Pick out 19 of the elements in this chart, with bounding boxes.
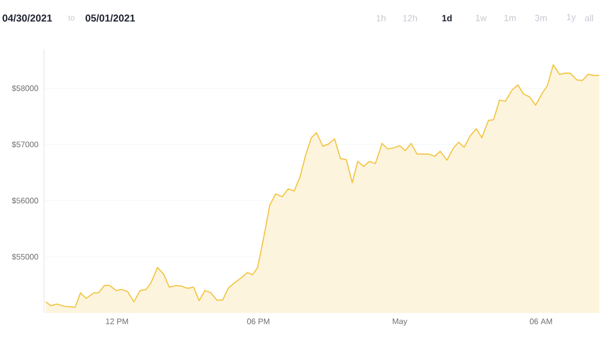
x-tick-label: 12 PM — [106, 318, 128, 324]
text: 3m — [535, 14, 547, 22]
text: 1h — [376, 14, 386, 22]
x-tick-label: 06 AM — [530, 318, 552, 324]
x-tick-label: May — [392, 318, 408, 326]
x-tick-label: 06 PM — [247, 318, 270, 324]
text: 05/01/2021 — [86, 14, 135, 22]
text: all — [584, 14, 593, 22]
text: 1d — [442, 14, 452, 22]
text: 1y — [566, 14, 576, 22]
text: 04/30/2021 — [2, 14, 52, 22]
y-tick-label: $56000 — [12, 197, 38, 204]
y-tick-label: $55000 — [12, 254, 38, 260]
y-tick-label: $57000 — [12, 141, 38, 148]
text: to — [68, 15, 75, 21]
y-tick-label: $58000 — [12, 85, 38, 92]
text: 1m — [504, 14, 516, 22]
text: 1w — [476, 14, 487, 22]
text: 12h — [403, 14, 417, 22]
